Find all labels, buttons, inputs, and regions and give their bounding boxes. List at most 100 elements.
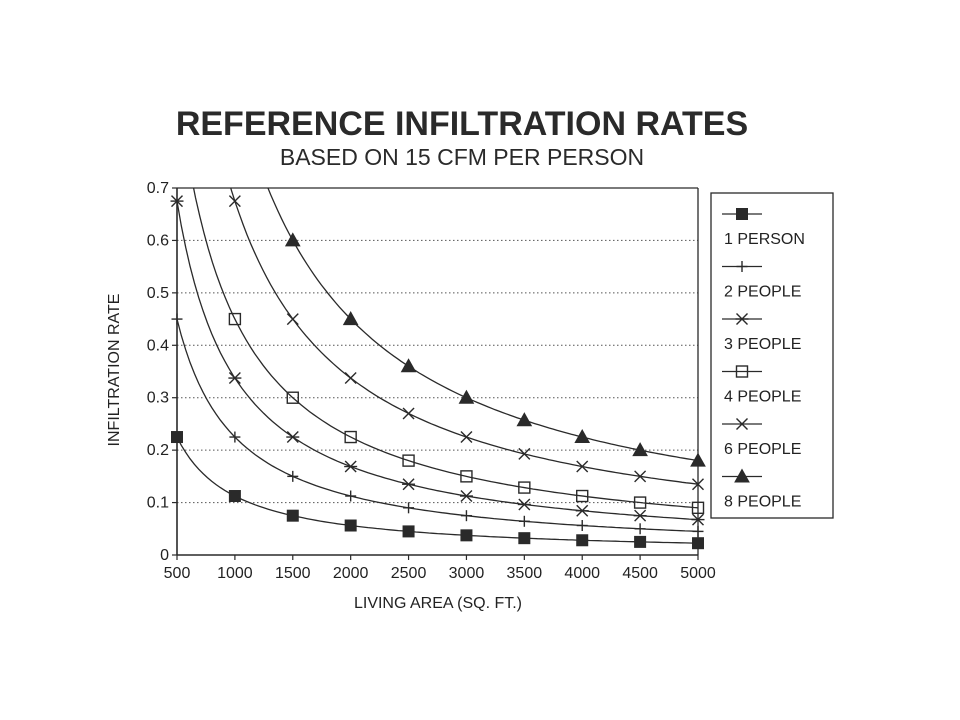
x-tick-label: 1000 [217, 565, 253, 582]
legend-box [710, 192, 834, 519]
chart-subtitle: BASED ON 15 CFM PER PERSON [280, 144, 644, 170]
data-point [228, 195, 241, 208]
data-point [576, 520, 588, 532]
legend-entry: 4 PEOPLE [722, 365, 801, 406]
data-point [691, 501, 705, 515]
data-point [286, 313, 299, 326]
y-axis-label: INFILTRATION RATE [106, 294, 123, 447]
y-tick-label: 0.1 [147, 495, 169, 512]
data-point [344, 372, 357, 385]
legend-label: 1 PERSON [724, 231, 805, 248]
series-lines [177, 188, 698, 544]
legend-marker [734, 468, 750, 483]
data-markers [170, 195, 706, 550]
legend: 1 PERSON 2 PEOPLE 3 PEOPLE 4 PEOPLE 6 PEOPLE… [710, 192, 834, 519]
data-point [459, 490, 473, 503]
y-tick-label: 0.4 [147, 337, 169, 354]
data-point [402, 525, 415, 538]
legend-entry: 2 PEOPLE [722, 261, 801, 301]
data-point [344, 430, 357, 444]
data-point [344, 460, 358, 473]
data-point [458, 389, 475, 404]
grid [177, 239, 698, 504]
data-point [692, 478, 704, 491]
data-point [344, 519, 357, 532]
data-point [228, 312, 242, 326]
data-point [171, 313, 183, 325]
data-point [345, 490, 357, 502]
data-point [171, 431, 183, 444]
x-axis-label: LIVING AREA (SQ. FT.) [354, 595, 522, 612]
data-point [575, 504, 589, 517]
data-point [516, 412, 533, 427]
legend-label: 2 PEOPLE [724, 284, 801, 301]
data-point [286, 391, 299, 404]
series-line-3 [177, 200, 698, 521]
data-point [287, 470, 299, 482]
y-tick-label: 0 [160, 547, 169, 564]
y-tick-label: 0.7 [147, 180, 169, 197]
legend-label: 6 PEOPLE [724, 441, 801, 458]
data-point [460, 510, 472, 522]
legend-label: 8 PEOPLE [724, 494, 801, 511]
data-point [518, 515, 530, 527]
x-tick-label: 2000 [333, 565, 369, 582]
x-tick-label: 2500 [391, 565, 427, 582]
legend-label: 3 PEOPLE [724, 336, 801, 353]
data-point [633, 496, 647, 509]
data-point [342, 311, 359, 326]
data-point [518, 447, 531, 460]
data-point [692, 525, 704, 537]
series-line-5 [230, 188, 698, 485]
y-tick-label: 0.6 [147, 232, 169, 249]
series-line-6 [267, 188, 698, 462]
data-point [286, 431, 300, 444]
data-point [632, 442, 648, 457]
data-point [402, 407, 415, 420]
legend-marker [735, 313, 749, 325]
data-point [634, 470, 647, 483]
legend-marker [736, 208, 748, 220]
data-point [403, 502, 415, 514]
data-point [460, 529, 473, 542]
data-point [691, 513, 705, 526]
data-point [402, 478, 416, 491]
y-tick-label: 0.3 [147, 390, 169, 407]
chart-title: REFERENCE INFILTRATION RATES [176, 105, 748, 143]
legend-marker [736, 418, 748, 430]
data-point [518, 481, 531, 494]
axes: 0 0.1 0.2 0.3 0.4 0.5 0.6 0.7 500 1000 1500 2000 250… [147, 180, 716, 582]
x-tick-label: 3000 [449, 565, 485, 582]
series-line-2 [177, 318, 698, 533]
legend-entry: 6 PEOPLE [722, 418, 801, 458]
data-point [690, 452, 706, 467]
legend-label: 4 PEOPLE [724, 389, 801, 406]
data-point [576, 460, 589, 473]
data-point [576, 489, 589, 503]
data-point [460, 431, 473, 444]
series-line-1 [177, 436, 698, 544]
y-tick-label: 0.2 [147, 442, 169, 459]
data-point [518, 532, 531, 545]
legend-entry: 1 PERSON [722, 208, 805, 248]
series-line-4 [192, 188, 698, 509]
data-point [574, 429, 591, 444]
legend-entry: 3 PEOPLE [722, 313, 801, 353]
data-point [633, 509, 647, 522]
legend-marker [736, 261, 748, 272]
data-point [229, 431, 241, 443]
legend-entry: 8 PEOPLE [722, 468, 801, 511]
y-tick-label: 0.5 [147, 285, 169, 302]
data-point [286, 509, 299, 522]
data-point [634, 523, 646, 535]
x-tick-label: 4500 [622, 565, 658, 582]
data-point [284, 232, 301, 247]
data-point [402, 454, 415, 467]
data-point [576, 534, 589, 547]
x-tick-label: 1500 [275, 565, 311, 582]
x-tick-label: 4000 [564, 565, 600, 582]
x-tick-label: 3500 [507, 565, 543, 582]
data-point [170, 195, 184, 208]
x-tick-label: 5000 [680, 565, 716, 582]
